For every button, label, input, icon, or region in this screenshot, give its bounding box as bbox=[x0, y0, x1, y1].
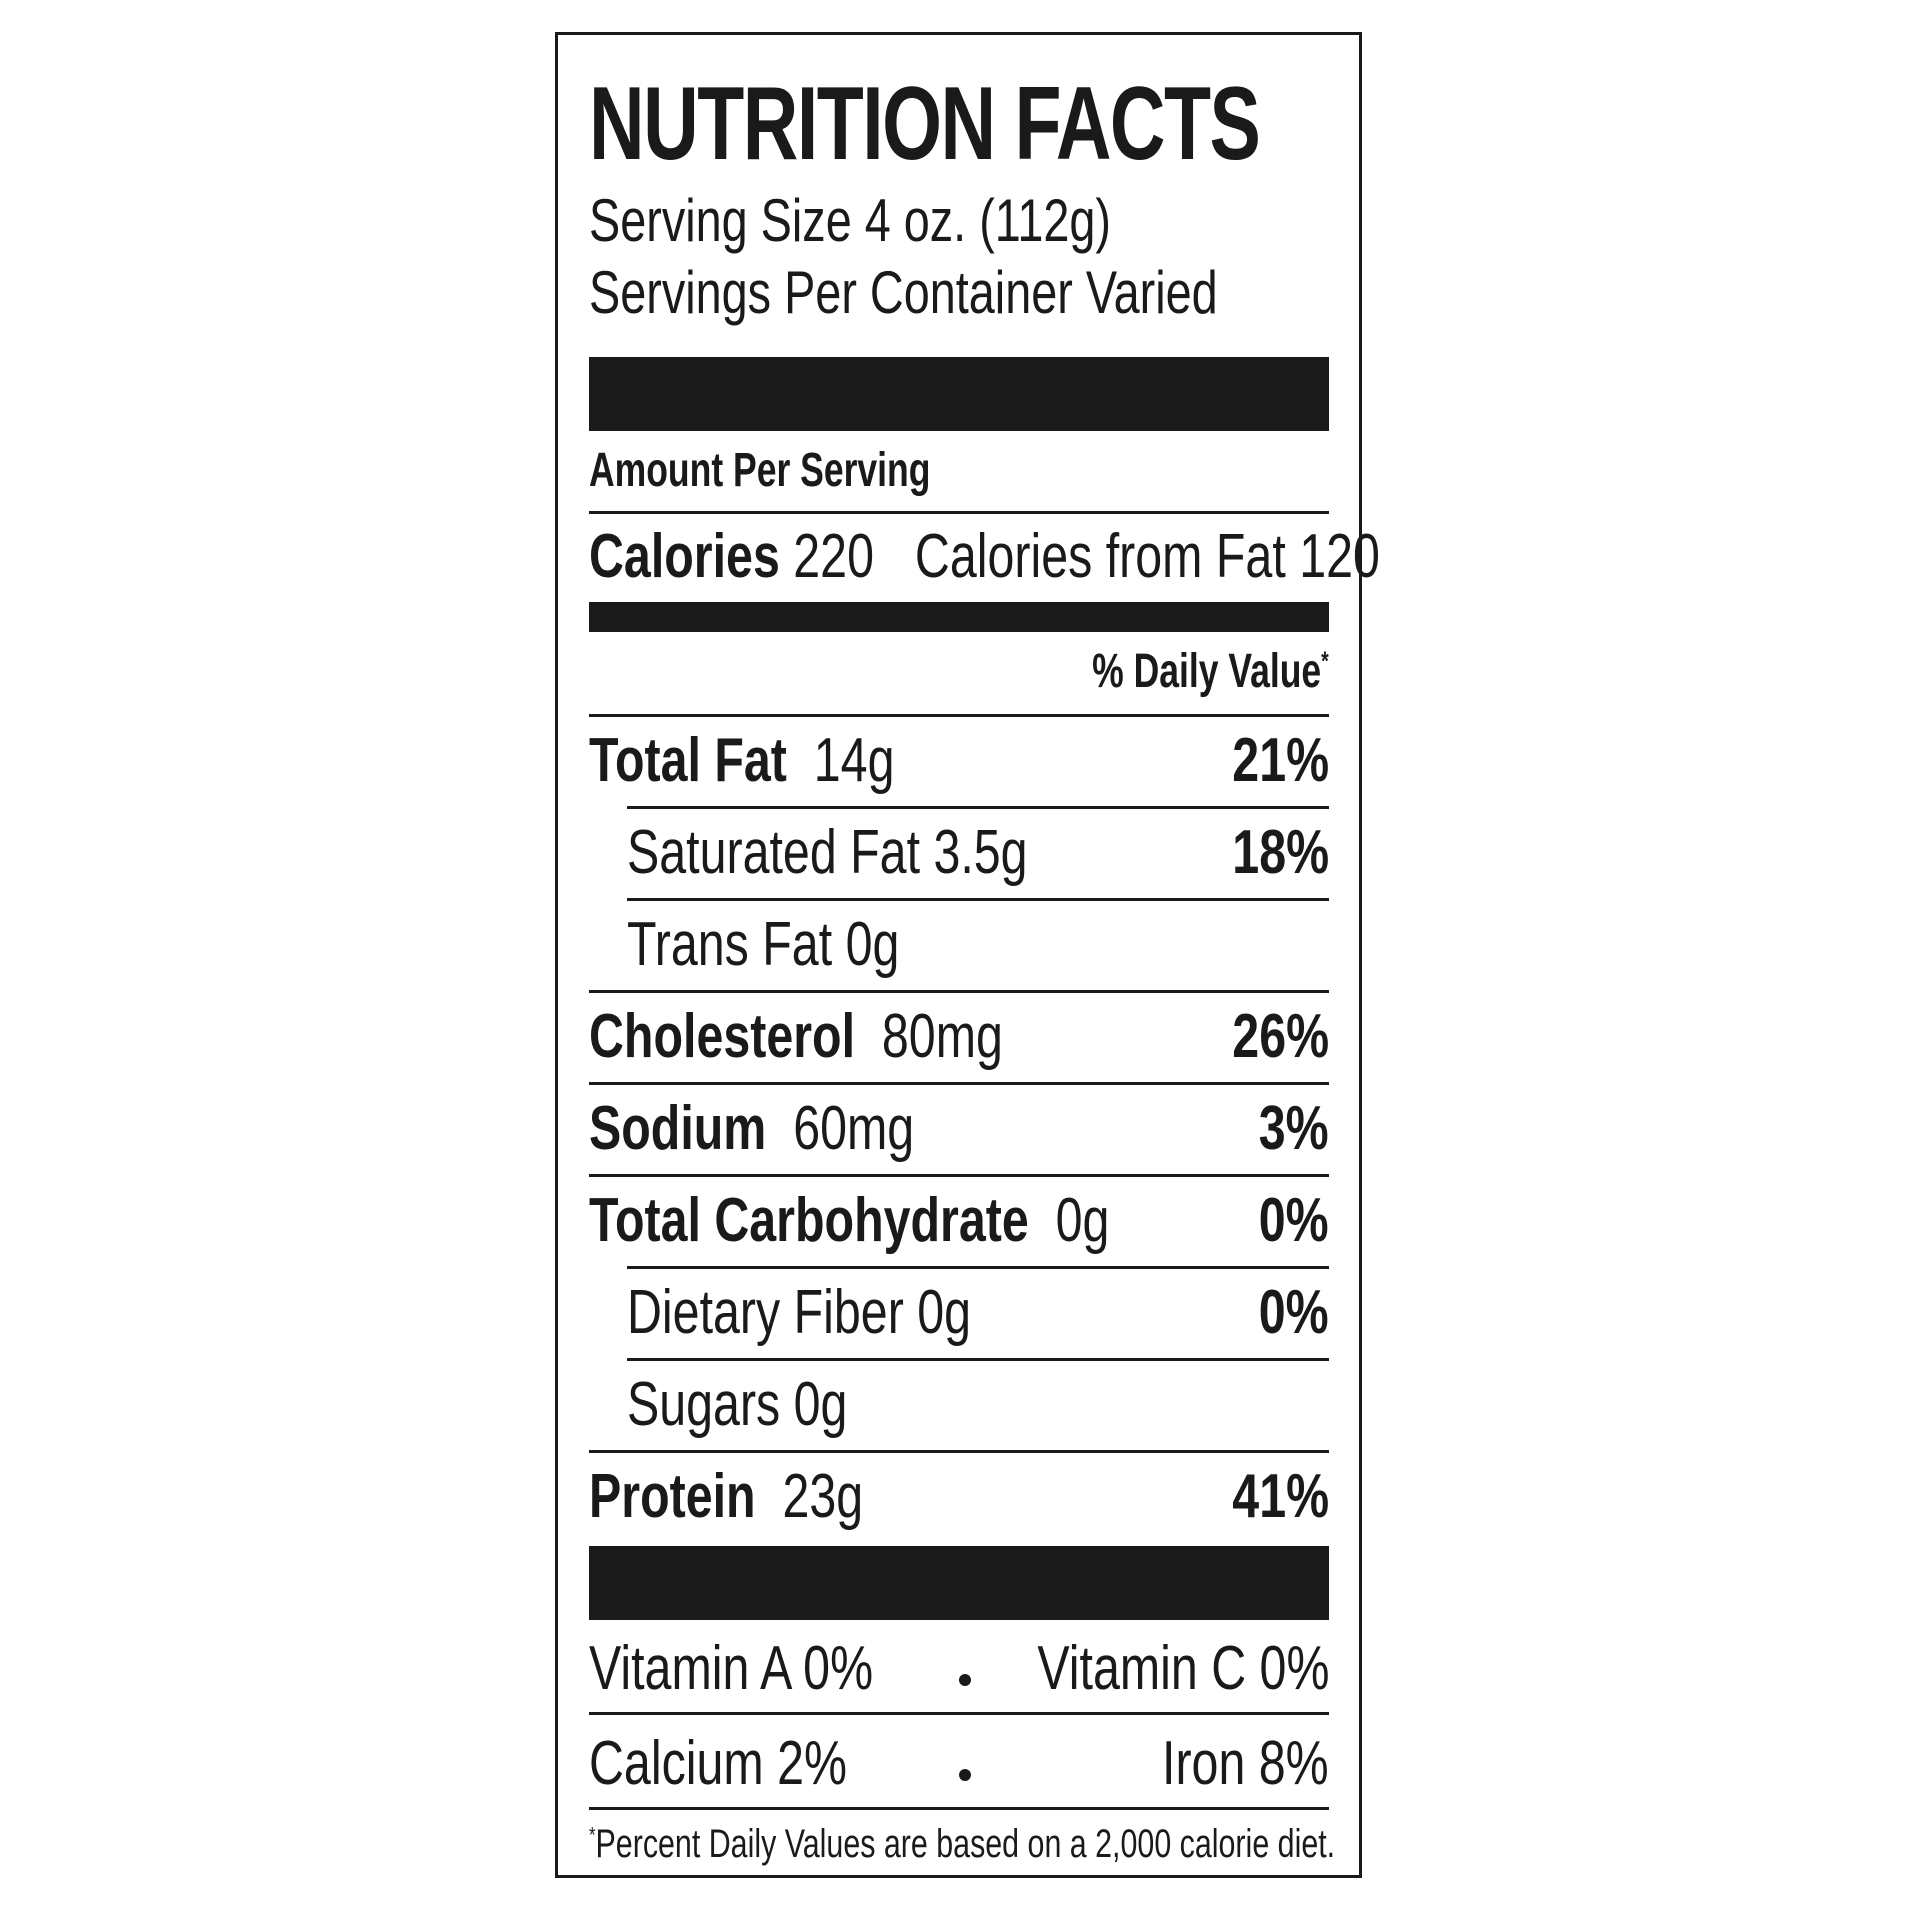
thick-divider-calories bbox=[589, 602, 1329, 632]
vitamin-row-1: Vitamin A 0% Vitamin C 0% bbox=[589, 1620, 1329, 1712]
nutrient-row-cholesterol: Cholesterol 80mg 26% bbox=[589, 990, 1329, 1082]
thick-divider-bottom bbox=[589, 1546, 1329, 1620]
nutrient-amount: 80mg bbox=[881, 1002, 1003, 1071]
nutrient-row-trans-fat: Trans Fat 0g bbox=[589, 898, 1329, 990]
thick-divider-top bbox=[589, 357, 1329, 431]
vitamin-c: Vitamin C 0% bbox=[1036, 1634, 1329, 1703]
calories-value: 220 bbox=[793, 522, 874, 591]
label-title: NUTRITION FACTS bbox=[589, 66, 1261, 182]
nutrient-name: Sugars 0g bbox=[627, 1370, 848, 1439]
vitamin-a: Vitamin A 0% bbox=[589, 1634, 874, 1703]
footnote-text: Percent Daily Values are based on a 2,00… bbox=[595, 1822, 1336, 1866]
nutrient-name: Protein bbox=[589, 1462, 756, 1531]
amount-per-serving-row: Amount Per Serving bbox=[589, 431, 1329, 511]
nutrient-name: Saturated Fat 3.5g bbox=[627, 818, 1028, 887]
nutrient-dv: 3% bbox=[1259, 1094, 1329, 1163]
nutrient-row-protein: Protein 23g 41% bbox=[589, 1450, 1329, 1542]
nutrient-name: Total Carbohydrate bbox=[589, 1186, 1029, 1255]
nutrient-name: Cholesterol bbox=[589, 1002, 856, 1071]
nutrient-name: Dietary Fiber 0g bbox=[627, 1278, 972, 1347]
calories-from-fat: Calories from Fat 120 bbox=[914, 522, 1380, 591]
nutrient-amount: 23g bbox=[782, 1462, 864, 1531]
nutrient-dv: 18% bbox=[1232, 818, 1329, 887]
amount-per-serving: Amount Per Serving bbox=[589, 444, 931, 497]
daily-value-asterisk: * bbox=[1321, 646, 1329, 676]
label-content: NUTRITION FACTS Serving Size 4 oz. (112g… bbox=[589, 65, 1380, 1870]
daily-value-header-row: % Daily Value* bbox=[589, 632, 1329, 714]
rule-calories bbox=[589, 511, 1329, 514]
rule-vitamins bbox=[589, 1712, 1329, 1715]
calories-label: Calories bbox=[589, 522, 780, 591]
nutrient-row-sugars: Sugars 0g bbox=[589, 1358, 1329, 1450]
nutrient-amount: 14g bbox=[813, 726, 895, 795]
nutrient-row-sodium: Sodium 60mg 3% bbox=[589, 1082, 1329, 1174]
nutrient-amount: 0g bbox=[1055, 1186, 1110, 1255]
daily-value-header: % Daily Value bbox=[1092, 645, 1322, 698]
nutrient-dv: 0% bbox=[1259, 1278, 1329, 1347]
nutrient-dv: 0% bbox=[1259, 1186, 1329, 1255]
nutrient-dv: 21% bbox=[1232, 726, 1329, 795]
rule-footnote bbox=[589, 1807, 1329, 1810]
bullet-dot bbox=[959, 1674, 971, 1686]
footnote-asterisk: * bbox=[589, 1822, 596, 1848]
nutrient-name: Total Fat bbox=[589, 726, 787, 795]
footnote: *Percent Daily Values are based on a 2,0… bbox=[589, 1818, 1335, 1870]
calcium: Calcium 2% bbox=[589, 1729, 848, 1798]
nutrient-row-total-carbohydrate: Total Carbohydrate 0g 0% bbox=[589, 1174, 1329, 1266]
nutrition-facts-label: NUTRITION FACTS Serving Size 4 oz. (112g… bbox=[555, 32, 1380, 1878]
servings-per-container: Servings Per Container Varied bbox=[589, 259, 1218, 326]
vitamin-row-2: Calcium 2% Iron 8% bbox=[589, 1715, 1329, 1807]
nutrient-row-dietary-fiber: Dietary Fiber 0g 0% bbox=[589, 1266, 1329, 1358]
calories-row: Calories 220 Calories from Fat 120 bbox=[589, 514, 1380, 602]
nutrient-name: Trans Fat 0g bbox=[627, 910, 900, 979]
nutrient-dv: 41% bbox=[1232, 1462, 1329, 1531]
nutrient-name: Sodium bbox=[589, 1094, 767, 1163]
nutrient-dv: 26% bbox=[1232, 1002, 1329, 1071]
iron: Iron 8% bbox=[1162, 1729, 1329, 1798]
bullet-dot bbox=[959, 1769, 971, 1781]
nutrient-row-total-fat: Total Fat 14g 21% bbox=[589, 714, 1329, 806]
nutrient-row-saturated-fat: Saturated Fat 3.5g 18% bbox=[589, 806, 1329, 898]
nutrient-amount: 60mg bbox=[793, 1094, 915, 1163]
serving-size: Serving Size 4 oz. (112g) bbox=[589, 187, 1112, 254]
